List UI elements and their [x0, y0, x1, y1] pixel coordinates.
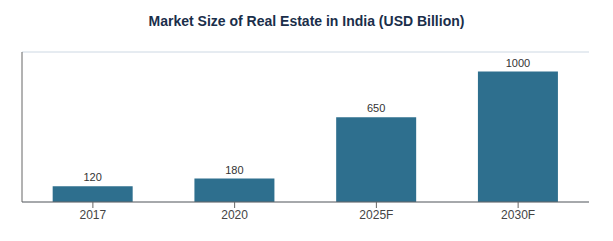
svg-text:2017: 2017: [80, 208, 107, 222]
svg-text:1000: 1000: [506, 57, 530, 69]
svg-text:650: 650: [367, 102, 385, 114]
svg-text:2025F: 2025F: [359, 208, 393, 222]
svg-text:2020: 2020: [221, 208, 248, 222]
svg-text:180: 180: [225, 164, 243, 176]
svg-text:120: 120: [83, 171, 101, 183]
html-text:Market Size of Real Estate in: Market Size of Real Estate in India (USD…: [148, 13, 465, 29]
svg-text:2030F: 2030F: [501, 208, 535, 222]
